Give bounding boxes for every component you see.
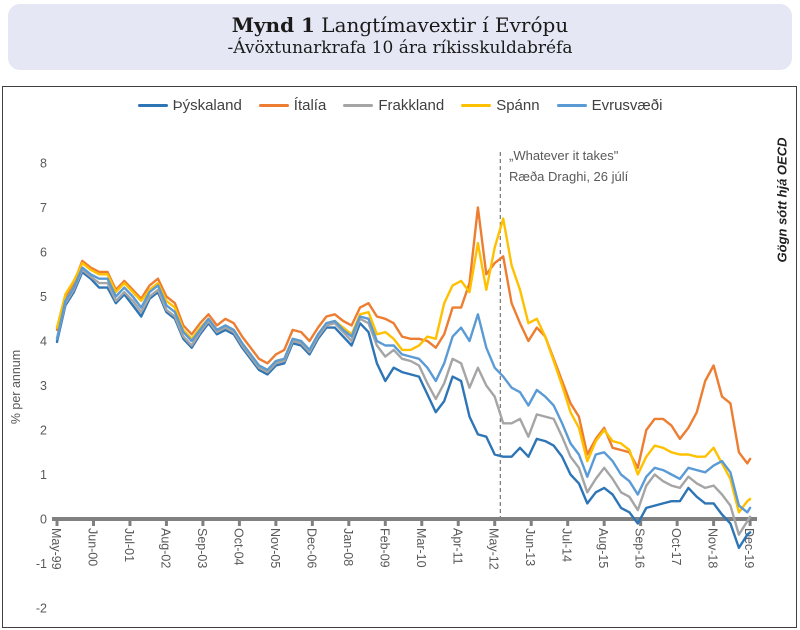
chart-frame — [2, 86, 797, 628]
legend-label: Frakkland — [378, 97, 445, 114]
legend-item-frakkland: Frakkland — [343, 97, 444, 114]
legend-item-evrusvæði: Evrusvæði — [556, 97, 663, 114]
legend-swatch-icon — [556, 103, 587, 108]
legend-item-spánn: Spánn — [461, 97, 540, 114]
legend-swatch-icon — [461, 103, 492, 108]
legend-swatch-icon — [137, 103, 168, 108]
legend-swatch-icon — [258, 103, 289, 108]
figure-title-banner: Mynd 1 Langtímavextir í Evrópu -Ávöxtuna… — [8, 4, 792, 70]
figure-subtitle: -Ávöxtunarkrafa 10 ára ríkisskuldabréfa — [227, 38, 573, 58]
figure-number: Mynd 1 — [231, 13, 315, 37]
annotation-line2: Ræða Draghi, 26 júlí — [509, 169, 629, 185]
legend-label: Spánn — [496, 97, 540, 114]
figure-title: Mynd 1 Langtímavextir í Evrópu — [8, 13, 792, 37]
legend-item-ítalía: Ítalía — [258, 97, 327, 114]
draghi-annotation: „Whatever it takes" Ræða Draghi, 26 júlí — [509, 145, 628, 188]
legend-label: Ítalía — [293, 97, 327, 114]
legend-swatch-icon — [343, 103, 374, 108]
y-axis-title: % per annum — [9, 349, 23, 425]
legend-label: Evrusvæði — [591, 97, 663, 114]
source-note: Gögn sótt hjá OECD — [774, 137, 790, 263]
legend-label: Þýskaland — [172, 97, 242, 114]
legend-item-þýskaland: Þýskaland — [137, 97, 242, 114]
annotation-line1: „Whatever it takes" — [509, 148, 619, 163]
chart-legend: Þýskaland Ítalía Frakkland Spánn Evrusvæði — [40, 97, 760, 114]
figure-title-text: Langtímavextir í Evrópu — [314, 13, 569, 37]
